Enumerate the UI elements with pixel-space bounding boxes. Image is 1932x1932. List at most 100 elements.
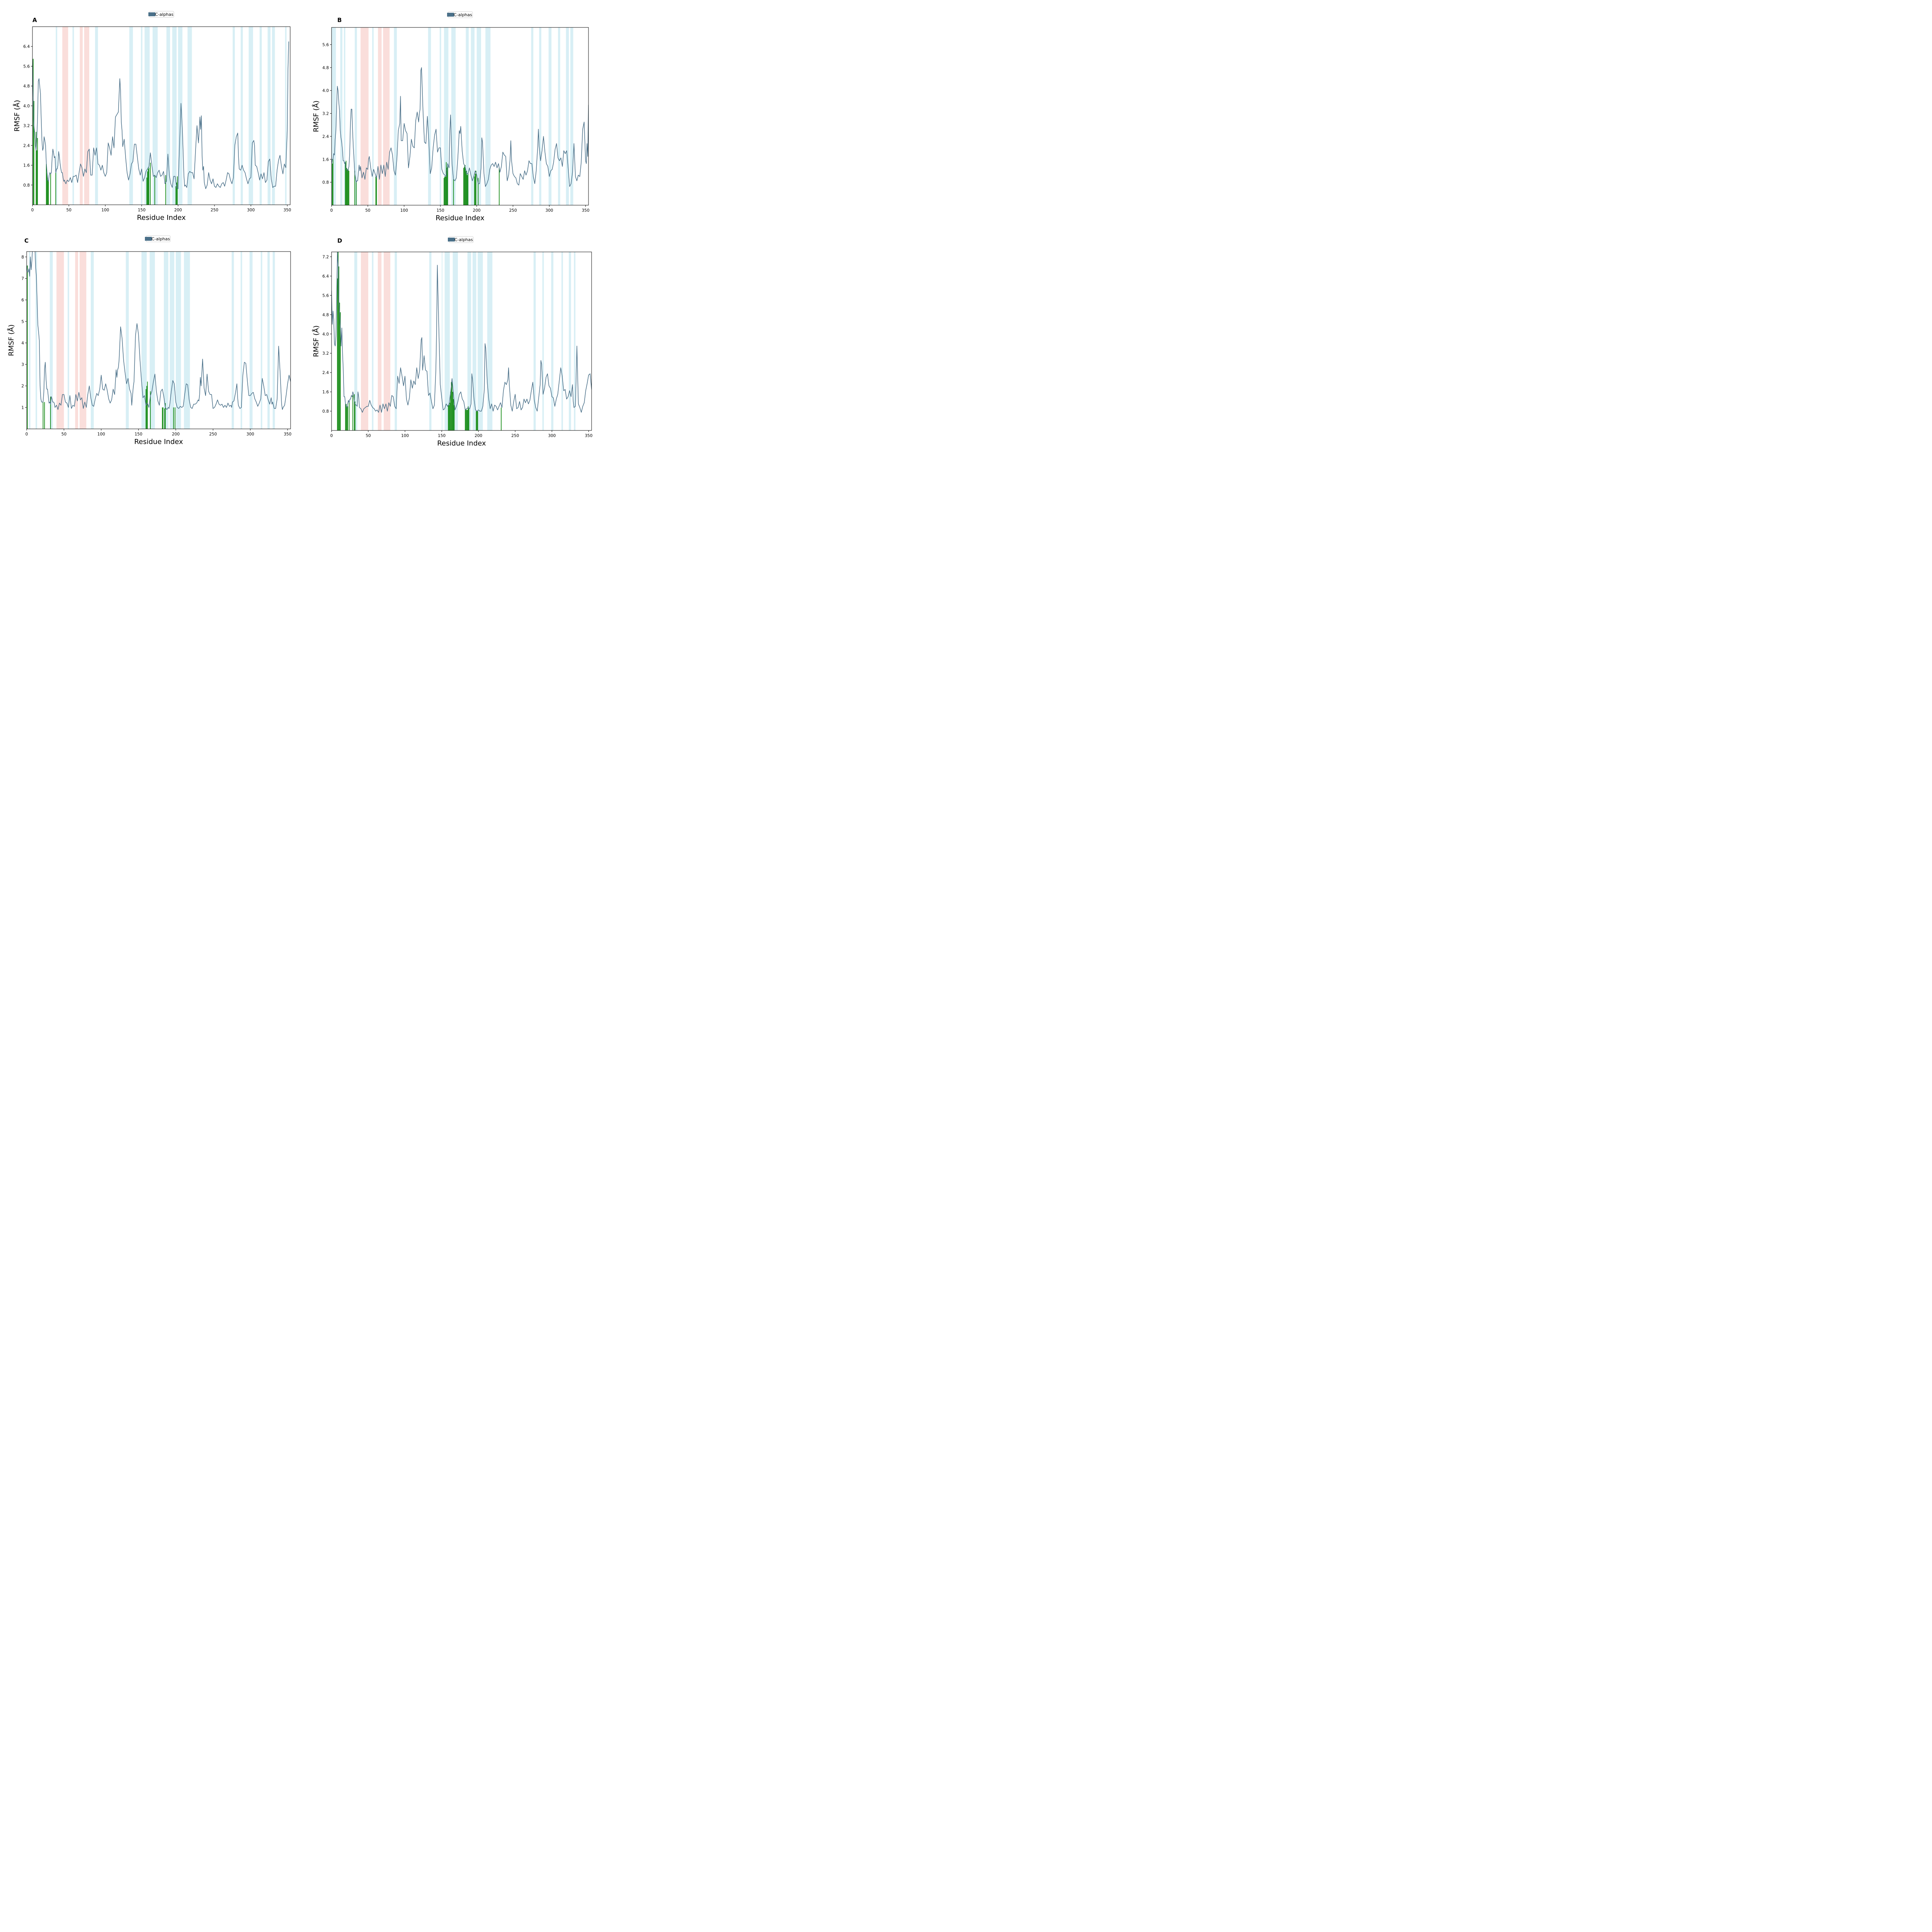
helix-band [79, 252, 87, 429]
strand-band [471, 27, 475, 205]
rmsf-panel-a: 0 50 100 150 200 250 300 350 0.8 1.6 2.4 3.2 4.0 4.8 5… [0, 0, 299, 225]
chart-svg: 0 50 100 150 200 250 300 350 0.8 1.6 2.4 3.2 4.0 4.8 5… [312, 11, 590, 222]
strand-band [487, 252, 493, 430]
helix-band [383, 27, 390, 205]
strand-band [68, 252, 69, 429]
strand-band [29, 252, 31, 429]
chart-svg: 0 50 100 150 200 250 300 350 0.8 1.6 2.4 3.2 4.0 4.8 5… [13, 11, 291, 222]
y-tick-label: 4.8 [322, 313, 329, 317]
legend-label: C-alphas [151, 236, 170, 242]
y-tick-label: 0.8 [322, 180, 329, 185]
helix-band [56, 252, 64, 429]
strand-band [90, 252, 94, 429]
strand-band [531, 27, 534, 205]
y-tick-label: 3 [21, 362, 24, 367]
panel-letter: C [24, 237, 29, 244]
strand-band [172, 27, 177, 205]
x-tick-label: 250 [211, 208, 218, 213]
strand-band [561, 252, 563, 430]
strand-band [267, 27, 271, 205]
strand-band [566, 27, 569, 205]
y-tick-label: 0.8 [23, 183, 30, 188]
rmsf-line-c-alphas [332, 252, 592, 413]
y-tick-label: 3.2 [23, 124, 30, 128]
strand-band [394, 27, 397, 205]
y-axis-title: RMSF (Å) [13, 100, 21, 132]
helix-band [378, 252, 382, 430]
chart-svg: 0 50 100 150 200 250 300 350 1 2 3 4 5 6 7 8 Residue Ind… [7, 235, 291, 446]
strand-band [56, 27, 58, 205]
y-tick-label: 4.0 [23, 104, 30, 109]
legend-swatch [447, 13, 454, 17]
y-tick-label: 1.6 [23, 163, 30, 168]
y-tick-label: 1.6 [322, 390, 329, 395]
plot-area [332, 252, 592, 430]
legend: C-alphas [145, 235, 171, 242]
y-tick-label: 2 [21, 384, 24, 389]
strand-band [542, 252, 544, 430]
x-axis-title: Residue Index [137, 214, 186, 222]
y-tick-label: 7 [21, 277, 24, 281]
x-tick-label: 50 [365, 208, 370, 213]
y-tick-label: 6 [21, 298, 24, 303]
plot-frame [331, 252, 592, 431]
y-tick-label: 1.6 [322, 157, 329, 162]
strand-band [36, 252, 37, 429]
strand-band [187, 27, 192, 205]
x-tick-label: 50 [366, 434, 371, 438]
strand-band [395, 252, 397, 430]
strand-band [141, 27, 143, 205]
x-axis-title: Residue Index [435, 214, 485, 222]
helix-band [75, 252, 78, 429]
strand-band [240, 27, 243, 205]
x-tick-label: 350 [284, 432, 291, 437]
x-tick-label: 150 [134, 432, 142, 437]
strand-band [569, 252, 571, 430]
helix-band [361, 27, 369, 205]
strand-band [570, 27, 573, 205]
strand-band [260, 252, 262, 429]
strand-band [344, 27, 345, 205]
strand-band [451, 27, 456, 205]
legend-swatch [145, 237, 152, 241]
y-axis-title: RMSF (Å) [312, 100, 320, 132]
x-tick-label: 100 [400, 208, 408, 213]
rmsf-panel-c: 0 50 100 150 200 250 300 350 1 2 3 4 5 6 7 8 Residue Ind… [0, 225, 299, 451]
strand-band [72, 27, 74, 205]
plot-frame [26, 251, 291, 429]
strand-band [355, 27, 357, 205]
strand-band [452, 252, 458, 430]
x-tick-label: 350 [283, 208, 291, 213]
plot-area [32, 27, 289, 205]
y-tick-label: 4.8 [23, 84, 30, 89]
plot-area [332, 27, 588, 205]
strand-band [478, 252, 483, 430]
x-tick-label: 250 [511, 434, 519, 438]
strand-band [231, 252, 234, 429]
x-tick-label: 250 [209, 432, 217, 437]
strand-band [473, 252, 476, 430]
helix-band [361, 252, 369, 430]
strand-band [272, 252, 275, 429]
strand-band [372, 252, 374, 430]
strand-band [539, 27, 541, 205]
strand-band [259, 27, 262, 205]
legend-label: C-alphas [155, 12, 173, 17]
strand-band [332, 27, 336, 205]
helix-band [84, 27, 89, 205]
strand-band [170, 252, 175, 429]
x-tick-label: 100 [101, 208, 109, 213]
x-tick-label: 350 [585, 434, 592, 438]
legend-label: C-alphas [454, 237, 473, 242]
x-tick-label: 200 [473, 208, 481, 213]
strand-band [574, 252, 576, 430]
x-tick-label: 150 [438, 434, 446, 438]
strand-band [240, 252, 242, 429]
strand-band [444, 27, 449, 205]
helix-band [378, 27, 382, 205]
y-axis-title: RMSF (Å) [312, 325, 320, 357]
strand-band [429, 252, 432, 430]
rmsf-panel-b: 0 50 100 150 200 250 300 350 0.8 1.6 2.4 3.2 4.0 4.8 5… [299, 0, 598, 225]
strand-band [354, 252, 357, 430]
legend-swatch [448, 238, 455, 242]
